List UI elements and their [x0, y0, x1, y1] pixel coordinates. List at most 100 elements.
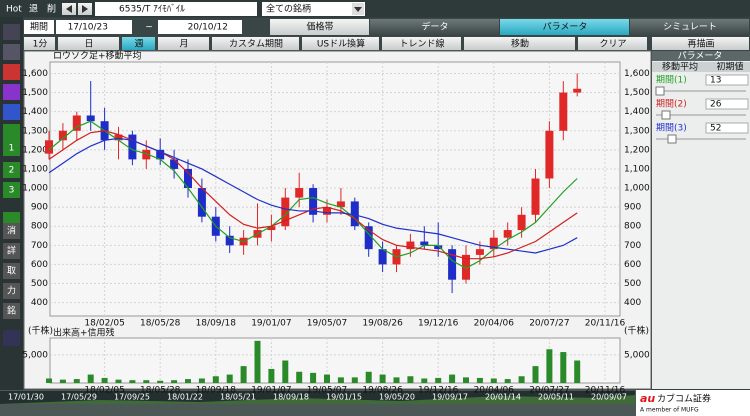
- volume-bar: [296, 371, 303, 383]
- param-box[interactable]: [705, 98, 749, 110]
- side-button[interactable]: [3, 303, 20, 319]
- tool-icon[interactable]: [3, 24, 20, 40]
- button-label: USドル換算: [317, 38, 365, 50]
- side-label: 銘: [7, 305, 16, 317]
- logo-name: カブコム証券: [657, 393, 711, 405]
- x-tick-label: 19/05/07: [307, 386, 347, 396]
- timeline-label: 18/01/22: [167, 393, 203, 402]
- button[interactable]: [212, 37, 299, 50]
- tab[interactable]: [500, 19, 629, 35]
- side-button[interactable]: [3, 283, 20, 299]
- tab[interactable]: [630, 19, 749, 35]
- period-sep: ~: [145, 23, 153, 33]
- button[interactable]: [464, 37, 575, 50]
- side-button[interactable]: [3, 182, 20, 198]
- candle-body: [86, 115, 95, 122]
- param-box[interactable]: [705, 122, 749, 134]
- button[interactable]: [58, 37, 119, 50]
- x-tick-label: 19/01/07: [251, 319, 291, 329]
- volume-bar: [560, 352, 567, 383]
- hot-button[interactable]: Hot: [6, 5, 22, 15]
- volume-bar: [171, 380, 178, 383]
- y-tick-label: 1,300: [624, 126, 650, 136]
- button-label: クリア: [599, 39, 626, 50]
- slider-thumb[interactable]: [667, 134, 677, 144]
- y-tick-label: 1,400: [624, 107, 650, 117]
- tool-icon[interactable]: [3, 124, 20, 140]
- side-button[interactable]: [3, 223, 20, 239]
- market-text: 全ての銘柄: [266, 3, 311, 15]
- tool-icon[interactable]: [3, 84, 20, 100]
- y-tick-label: 1,000: [22, 184, 48, 194]
- tab-label: シミュレート: [663, 23, 717, 33]
- tab-label: データ: [421, 21, 448, 33]
- y-tick-label: 400: [31, 298, 48, 308]
- param-box[interactable]: [705, 74, 749, 86]
- volume-bar: [324, 374, 330, 383]
- panel-col: 移動平均: [662, 61, 698, 73]
- y-tick-label: 5,000: [624, 350, 650, 360]
- button[interactable]: [122, 37, 155, 50]
- side-label: 2: [9, 166, 15, 176]
- y-tick-label: 1,500: [624, 88, 650, 98]
- x-tick-label: 20/11/16: [585, 319, 626, 329]
- button[interactable]: [578, 37, 647, 50]
- candle-body: [559, 92, 568, 131]
- y-tick-label: 900: [31, 203, 48, 213]
- button[interactable]: [158, 37, 209, 50]
- param-value: 13: [710, 76, 721, 86]
- button[interactable]: [382, 37, 461, 50]
- market-dropdown[interactable]: [262, 2, 365, 16]
- y-tick-label: 1,600: [624, 69, 650, 79]
- volume-bar: [351, 377, 358, 383]
- y-tick-label: 1,600: [22, 69, 48, 79]
- volume-bar: [379, 374, 386, 383]
- tab-label: パラメータ: [543, 22, 588, 33]
- side-button[interactable]: [3, 162, 20, 178]
- volume-bar: [115, 379, 122, 383]
- candle-body: [406, 241, 415, 250]
- button-label: 週: [134, 39, 143, 50]
- tool-icon[interactable]: [3, 330, 20, 346]
- period-label-box: [24, 20, 54, 34]
- volume-bar: [212, 376, 219, 383]
- period-label: 期間: [30, 22, 48, 33]
- button[interactable]: [24, 37, 55, 50]
- volume-bar: [87, 374, 94, 383]
- volume-bar: [337, 377, 344, 383]
- volume-bar: [407, 376, 414, 383]
- symbol-input[interactable]: [95, 2, 257, 16]
- y-tick-label: 1,300: [22, 126, 48, 136]
- volume-bar: [226, 374, 233, 383]
- volume-bar: [532, 366, 539, 383]
- tool-icon[interactable]: [3, 44, 20, 60]
- price-plot: [49, 61, 621, 317]
- from-date[interactable]: [56, 20, 132, 34]
- timeline-label: 17/09/25: [114, 393, 150, 402]
- timeline-label: 18/09/18: [273, 393, 309, 402]
- back-button[interactable]: 退: [29, 4, 38, 15]
- to-date[interactable]: [158, 20, 242, 34]
- side-button[interactable]: [3, 243, 20, 259]
- delete-button[interactable]: 削: [47, 3, 56, 15]
- button[interactable]: [302, 37, 379, 50]
- tool-icon[interactable]: [3, 64, 20, 80]
- tab[interactable]: [270, 19, 369, 35]
- tab[interactable]: [370, 19, 499, 35]
- side-label: 詳: [7, 245, 16, 257]
- slider-thumb[interactable]: [661, 110, 671, 120]
- button[interactable]: [652, 37, 749, 50]
- unit-label: (千株): [28, 325, 53, 337]
- volume-bar: [101, 377, 108, 383]
- side-button[interactable]: [3, 263, 20, 279]
- timeline-label: 20/09/07: [591, 393, 627, 402]
- candle-body: [309, 188, 318, 215]
- volume-bar: [490, 378, 497, 383]
- volume-bar: [46, 378, 52, 383]
- side-label: 取: [7, 266, 16, 277]
- slider-thumb[interactable]: [655, 86, 665, 96]
- param-label: 期間(2): [656, 99, 687, 110]
- tool-icon[interactable]: [3, 104, 20, 120]
- side-button[interactable]: [3, 140, 20, 156]
